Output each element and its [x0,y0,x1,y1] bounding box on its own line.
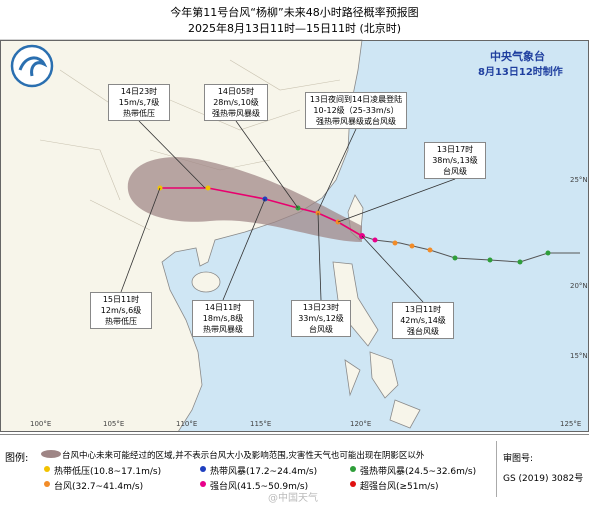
review-number: GS (2019) 3082号 [503,474,584,484]
callout-line: 14日23时 [120,87,158,96]
callout-line: 13日11时 [404,305,442,314]
callout-line: 14日05时 [217,87,255,96]
issued-time: 8月13日12时制作 [478,67,563,78]
watermark: @中国天气 [268,493,318,504]
latitude-label: 15°N [570,352,588,360]
callout-line: 台风级 [309,325,333,334]
track-point [372,237,378,243]
latitude-label: 25°N [570,176,588,184]
longitude-label: 110°E [176,420,198,428]
callout-line: 热带低压 [105,317,137,326]
past-points [372,237,551,265]
longitude-label: 100°E [30,420,52,428]
track-point [545,250,551,256]
leader-line [337,178,456,223]
leader-line [138,120,206,189]
track-point [427,247,433,253]
review-label: 审图号: [503,454,534,464]
callout-line: 热带风暴级 [203,325,243,334]
legend-item: 台风(32.7~41.4m/s) [54,482,144,492]
leader-lines [120,120,456,303]
callout-line: 13日夜间到14日凌晨登陆 [309,95,403,104]
legend-dot [350,481,356,487]
leader-line [317,212,322,301]
track-point [409,243,415,249]
callout-line: 15日11时 [102,295,140,304]
title: 今年第11号台风“杨柳”未来48小时路径概率预报图 [170,6,419,19]
legend-item: 强台风(41.5~50.9m/s) [210,482,309,492]
callout: 15日11时 12m/s,6级 热带低压 [90,292,152,329]
legend-item: 热带风暴(17.2~24.4m/s) [210,467,318,477]
legend-label: 图例: [5,453,29,464]
legend-dot [200,466,206,472]
callout: 14日11时 18m/s,8级 热带风暴级 [192,300,254,337]
longitude-label: 125°E [560,420,582,428]
cone-shape [41,450,61,458]
legend-dot [200,481,206,487]
leader-line [235,120,299,209]
callout-line: 14日11时 [204,303,242,312]
callout-line: 强热带风暴级 [212,109,260,118]
agency: 中央气象台 [490,50,545,63]
callout-line: 强台风级 [407,327,439,336]
callout-line: 热带低压 [123,109,155,118]
longitude-label: 105°E [103,420,125,428]
callout-line: 15m/s,7级 [118,98,160,107]
callout-line: 33m/s,12级 [298,314,344,323]
callout-line: 13日17时 [436,145,474,154]
track-point [392,240,398,246]
callout: 13日11时 42m/s,14级 强台风级 [392,302,454,339]
callout-line: 28m/s,10级 [213,98,259,107]
track-point [452,255,458,261]
cone-note: 台风中心未来可能经过的区域,并不表示台风大小及影响范围,灾害性天气也可能出现在阴… [62,451,425,461]
probability-cone [127,157,363,242]
track-point [487,257,493,263]
callout-line: 12m/s,6级 [100,306,142,315]
legend-item: 超强台风(≥51m/s) [360,482,439,492]
subtitle: 2025年8月13日11时—15日11时 (北京时) [187,22,402,35]
callout: 13日17时 38m/s,13级 台风级 [424,142,486,179]
review-box: 审图号: GS (2019) 3082号 [496,441,587,497]
leader-line [222,198,266,301]
leader-line [120,187,161,293]
latitude-label: 20°N [570,282,588,290]
callout-line: 10-12级（25-33m/s） [313,106,399,115]
track-point [517,259,523,265]
hainan [191,271,221,293]
track-point [205,185,211,191]
mainland [0,39,363,432]
cone-swatch [41,450,61,458]
legend-item: 热带低压(10.8~17.1m/s) [54,467,162,477]
callout: 14日05时 28m/s,10级 强热带风暴级 [204,84,268,121]
legend-item: 强热带风暴(24.5~32.6m/s) [360,467,477,477]
philippine-islands [344,351,421,429]
leader-line [361,235,424,303]
callout-line: 13日23时 [302,303,340,312]
callout-line: 42m/s,14级 [400,316,446,325]
legend-dot [44,466,50,472]
callout: 13日夜间到14日凌晨登陆 10-12级（25-33m/s） 强热带风暴级或台风级 [305,92,407,129]
callout: 14日23时 15m/s,7级 热带低压 [108,84,170,121]
callout-line: 38m/s,13级 [432,156,478,165]
map [0,39,589,432]
legend-dot [44,481,50,487]
legend-panel: 图例: 台风中心未来可能经过的区域,并不表示台风大小及影响范围,灾害性天气也可能… [0,434,589,506]
callout-line: 18m/s,8级 [202,314,244,323]
callout-line: 强热带风暴级或台风级 [316,117,396,126]
callout: 13日23时 33m/s,12级 台风级 [291,300,351,337]
longitude-label: 115°E [250,420,272,428]
longitude-label: 120°E [350,420,372,428]
leader-line [317,128,357,212]
legend-dot [350,466,356,472]
callout-line: 台风级 [443,167,467,176]
logo-mark [18,56,48,77]
